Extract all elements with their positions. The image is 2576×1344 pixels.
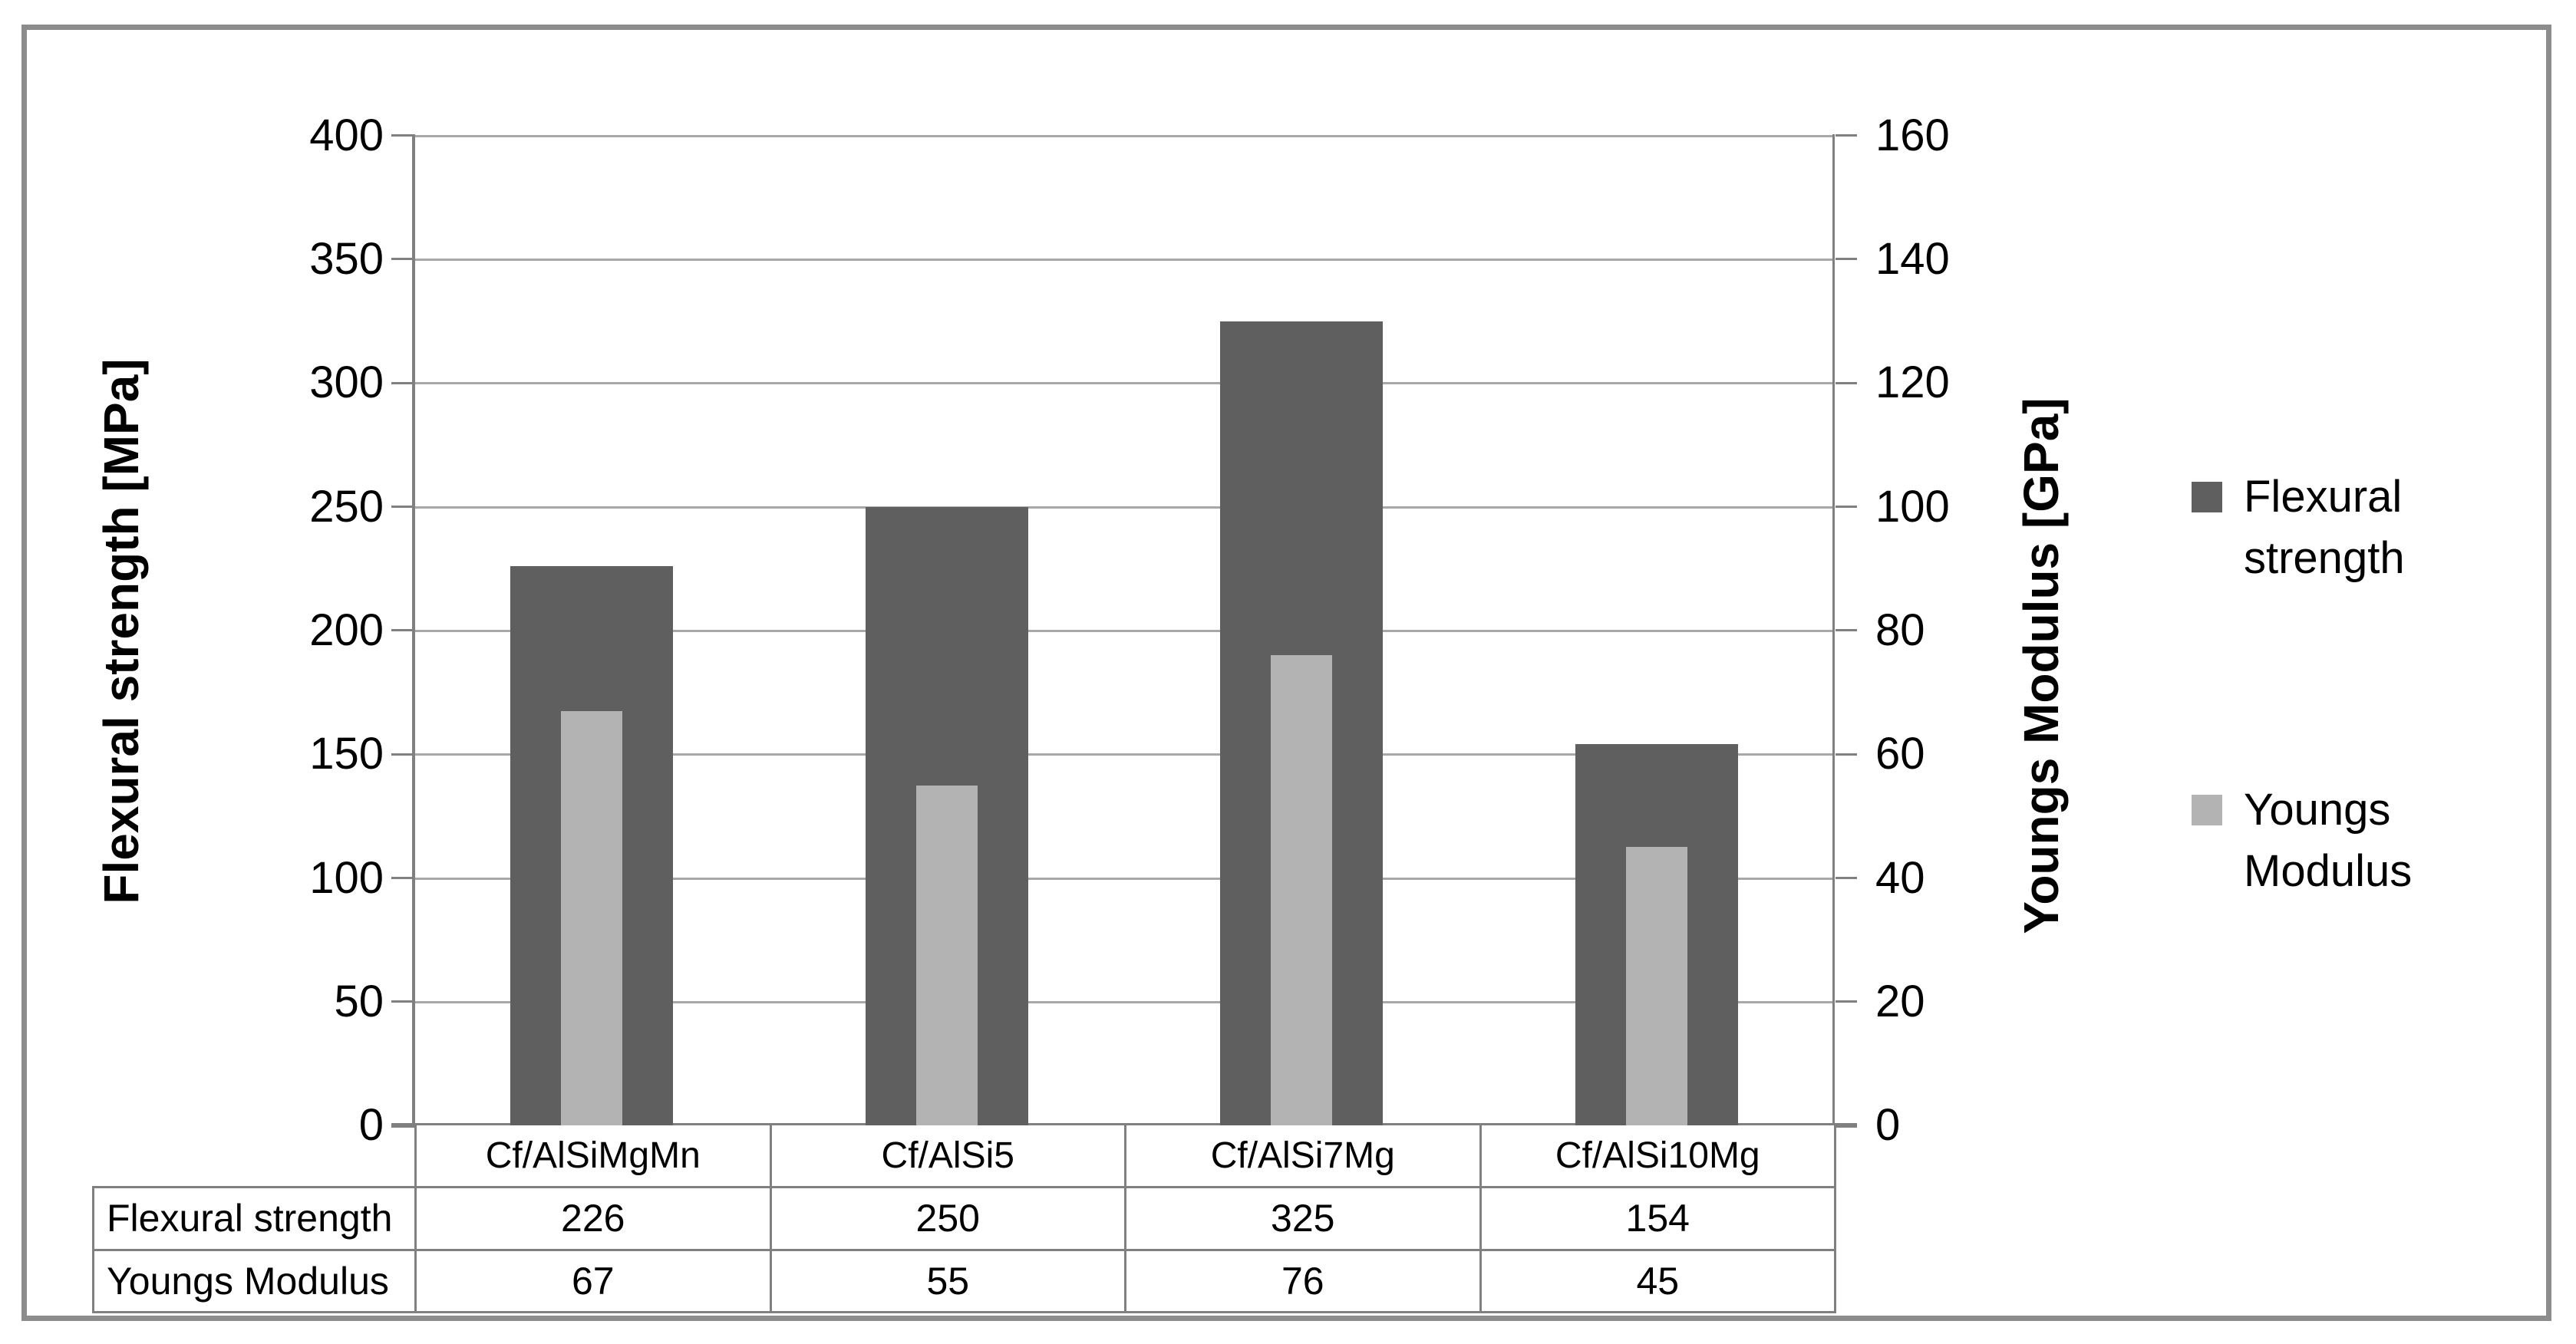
x-axis-category-row: Cf/AlSiMgMn Cf/AlSi5 Cf/AlSi7Mg Cf/AlSi1… xyxy=(414,1125,1836,1188)
gridline xyxy=(414,753,1834,756)
y-right-tick-label: 100 xyxy=(1875,482,1950,532)
bar-youngs-modulus xyxy=(1271,655,1333,1125)
x-axis-category-label: Cf/AlSi10Mg xyxy=(1481,1125,1836,1188)
table-cell: 76 xyxy=(1126,1250,1482,1313)
y-right-tick-label: 20 xyxy=(1875,977,1925,1026)
category-group xyxy=(414,136,770,1125)
y-left-tick-label: 50 xyxy=(334,977,384,1026)
y-right-tick-label: 120 xyxy=(1875,357,1950,407)
y-left-axis-line xyxy=(412,134,415,1127)
gridline xyxy=(414,878,1834,880)
gridline xyxy=(414,135,1834,137)
y-right-tick-label: 40 xyxy=(1875,853,1925,903)
bar-youngs-modulus xyxy=(561,710,623,1125)
y-left-tick xyxy=(391,1000,413,1003)
x-axis-category-label: Cf/AlSi7Mg xyxy=(1126,1125,1482,1188)
y-left-tick xyxy=(391,134,413,137)
y-left-tick xyxy=(391,629,413,631)
y-right-tick xyxy=(1836,1000,1857,1003)
y-right-tick xyxy=(1836,258,1857,260)
table-cell: 325 xyxy=(1126,1188,1482,1251)
y-right-tick xyxy=(1836,506,1857,508)
chart-data-table: Flexural strength 226 250 325 154 Youngs… xyxy=(92,1186,1836,1313)
table-cell: 154 xyxy=(1481,1188,1836,1251)
table-cell: 226 xyxy=(417,1188,772,1251)
y-left-tick-label: 100 xyxy=(309,853,384,903)
x-axis-category-label: Cf/AlSiMgMn xyxy=(417,1125,772,1188)
y-left-tick-label: 350 xyxy=(309,234,384,284)
gridline xyxy=(414,382,1834,384)
y-right-tick xyxy=(1836,134,1857,137)
y-left-tick xyxy=(391,258,413,260)
table-row-header: Youngs Modulus xyxy=(94,1250,417,1313)
y-right-axis-line xyxy=(1832,134,1835,1127)
y-left-tick xyxy=(391,877,413,879)
gridline xyxy=(414,1001,1834,1003)
category-group xyxy=(770,136,1125,1125)
y-left-tick-label: 0 xyxy=(358,1100,384,1150)
y-left-axis-title: Flexural strength [MPa] xyxy=(94,358,149,904)
y-left-tick-label: 400 xyxy=(309,110,384,160)
gridline xyxy=(414,259,1834,261)
table-row-header: Flexural strength xyxy=(94,1188,417,1251)
legend-swatch-flexural-strength xyxy=(2192,482,2222,512)
y-right-tick-label: 60 xyxy=(1875,729,1925,779)
category-group xyxy=(1124,136,1479,1125)
y-right-tick xyxy=(1836,753,1857,756)
table-cell: 67 xyxy=(417,1250,772,1313)
bar-youngs-modulus xyxy=(1625,847,1687,1125)
y-right-tick xyxy=(1836,629,1857,631)
y-right-tick-label: 140 xyxy=(1875,234,1950,284)
y-left-tick-label: 150 xyxy=(309,729,384,779)
y-right-tick xyxy=(1836,877,1857,879)
category-group xyxy=(1479,136,1835,1125)
y-right-tick-label: 80 xyxy=(1875,605,1925,655)
legend-swatch-youngs-modulus xyxy=(2192,795,2222,825)
x-axis-category-label: Cf/AlSi5 xyxy=(771,1125,1126,1188)
y-left-tick-label: 200 xyxy=(309,605,384,655)
bar-youngs-modulus xyxy=(915,785,978,1125)
y-right-tick xyxy=(1836,382,1857,384)
table-cell: 55 xyxy=(771,1250,1126,1313)
legend-label-flexural-strength: Flexural strength xyxy=(2244,472,2405,583)
legend-label-youngs-modulus: Youngs Modulus xyxy=(2244,785,2413,896)
y-right-tick-label: 160 xyxy=(1875,110,1950,160)
table-cell: 250 xyxy=(771,1188,1126,1251)
y-right-tick-label: 0 xyxy=(1875,1100,1901,1150)
y-left-tick-label: 250 xyxy=(309,482,384,532)
y-left-tick xyxy=(391,753,413,756)
y-left-tick-label: 300 xyxy=(309,357,384,407)
y-right-axis-title: Youngs Modulus [GPa] xyxy=(2014,397,2069,934)
y-left-tick xyxy=(391,506,413,508)
gridline xyxy=(414,506,1834,509)
gridline xyxy=(414,630,1834,632)
table-cell: 45 xyxy=(1481,1250,1836,1313)
plot-area xyxy=(414,135,1835,1125)
y-left-tick xyxy=(391,382,413,384)
